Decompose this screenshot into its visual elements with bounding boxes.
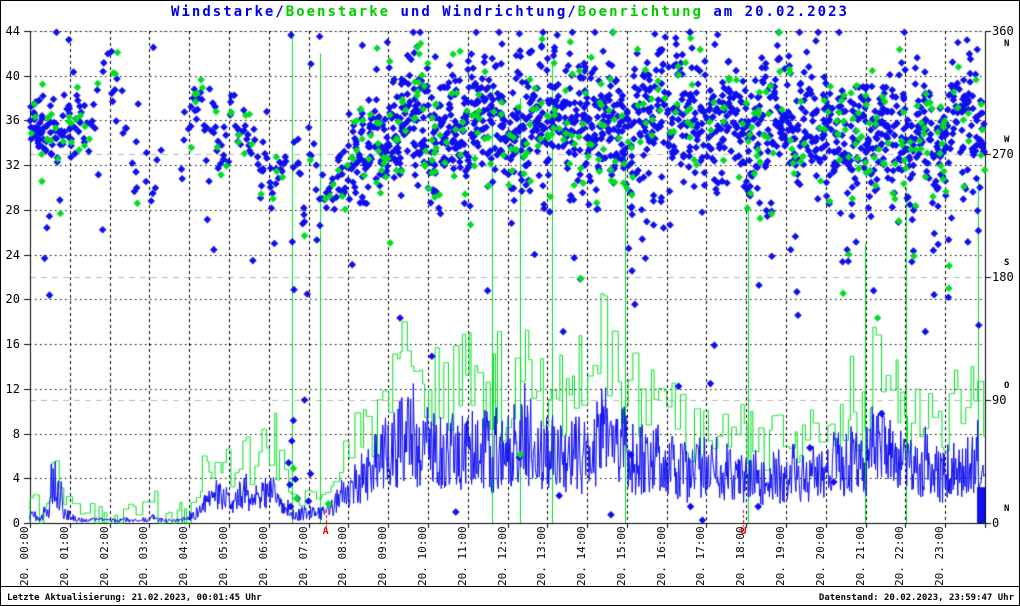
direction-letter: N bbox=[1004, 39, 1010, 49]
direction-letter: S bbox=[1004, 258, 1010, 268]
wind-chart-canvas bbox=[0, 0, 1020, 586]
x-axis-tick-label: 20. 12:00 bbox=[495, 526, 509, 586]
last-update-text: Letzte Aktualisierung: 21.02.2023, 00:01… bbox=[7, 593, 262, 603]
right-axis-tick-label: 180 bbox=[992, 270, 1014, 284]
x-axis-tick-label: 20. 11:00 bbox=[455, 526, 469, 586]
x-axis-tick-label: 20. 21:00 bbox=[853, 526, 867, 586]
y-axis-tick-label: 12 bbox=[5, 381, 20, 396]
y-axis-tick-label: 36 bbox=[5, 113, 20, 128]
sun-marker-label: U bbox=[740, 526, 747, 537]
direction-letter: W bbox=[1004, 135, 1010, 145]
right-axis-tick-label: 90 bbox=[992, 393, 1007, 407]
y-axis-tick-label: 28 bbox=[5, 202, 20, 217]
right-axis-tick-label: 0 bbox=[992, 516, 1000, 530]
x-axis-tick-label: 20. 14:00 bbox=[575, 526, 589, 586]
y-axis-tick-label: 40 bbox=[5, 68, 20, 83]
y-axis-tick-label: 24 bbox=[5, 247, 20, 262]
status-bar: Letzte Aktualisierung: 21.02.2023, 00:01… bbox=[0, 586, 1020, 606]
x-axis-tick-label: 20. 23:00 bbox=[933, 526, 947, 586]
y-axis-tick-label: 44 bbox=[5, 24, 20, 38]
x-axis-tick-label: 20. 03:00 bbox=[137, 526, 151, 586]
y-axis-tick-label: 0 bbox=[12, 516, 20, 530]
x-axis-tick-label: 20. 06:00 bbox=[256, 526, 270, 586]
sun-marker-label: A bbox=[322, 526, 329, 537]
direction-letter: O bbox=[1004, 381, 1010, 391]
x-axis-tick-label: 20. 10:00 bbox=[415, 526, 429, 586]
right-axis-tick-label: 270 bbox=[992, 147, 1014, 161]
x-axis-tick-label: 20. 05:00 bbox=[216, 526, 230, 586]
x-axis-tick-label: 20. 19:00 bbox=[774, 526, 788, 586]
data-timestamp-text: Datenstand: 20.02.2023, 23:59:47 Uhr bbox=[818, 593, 1014, 603]
y-axis-tick-label: 32 bbox=[5, 158, 20, 173]
x-axis-tick-label: 20. 22:00 bbox=[893, 526, 907, 586]
x-axis-tick-label: 20. 20:00 bbox=[813, 526, 827, 586]
x-axis-tick-label: 20. 07:00 bbox=[296, 526, 310, 586]
x-axis-tick-label: 20. 08:00 bbox=[336, 526, 350, 586]
x-axis-tick-label: 20. 16:00 bbox=[654, 526, 668, 586]
x-axis-tick-label: 20. 04:00 bbox=[177, 526, 191, 586]
x-axis-tick-label: 20. 09:00 bbox=[376, 526, 390, 586]
right-axis-tick-label: 360 bbox=[992, 24, 1014, 38]
x-axis-tick-label: 20. 15:00 bbox=[614, 526, 628, 586]
x-axis-tick-label: 20. 02:00 bbox=[97, 526, 111, 586]
direction-letter: N bbox=[1004, 504, 1010, 514]
plot-area: 0 4 8 12 16 20 24 28 32 36 40 44 0 N 90 O 180 S 270 W 360 N 20… bbox=[0, 0, 1020, 586]
x-axis-tick-label: 20. 17:00 bbox=[694, 526, 708, 586]
x-axis-tick-label: 20. 13:00 bbox=[535, 526, 549, 586]
x-axis-tick-label: 20. 00:00 bbox=[18, 526, 31, 586]
y-axis-tick-label: 16 bbox=[5, 337, 20, 352]
x-axis-tick-label: 20. 01:00 bbox=[57, 526, 71, 586]
y-axis-tick-label: 8 bbox=[12, 426, 20, 441]
y-axis-tick-label: 20 bbox=[5, 292, 20, 307]
y-axis-tick-label: 4 bbox=[12, 471, 20, 486]
